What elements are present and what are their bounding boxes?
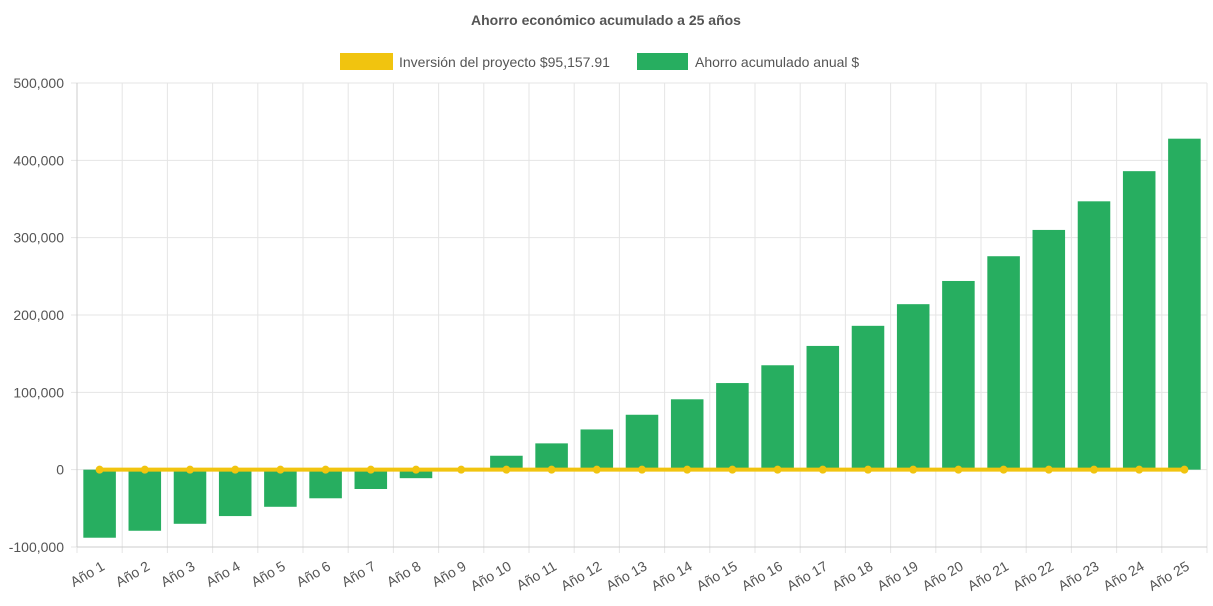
x-tick-label: Año 12 — [558, 558, 605, 594]
bar-15[interactable] — [716, 383, 749, 470]
x-tick-label: Año 8 — [384, 558, 424, 590]
bar-23[interactable] — [1077, 201, 1111, 470]
bar-21[interactable] — [987, 256, 1020, 470]
x-axis: Año 1 Año 2 Año 3 Año 4 Año 5 Año 6 Año 7 Año 8… — [67, 558, 1192, 594]
bar-series — [83, 138, 1201, 538]
bar-25[interactable] — [1168, 138, 1201, 470]
investment-point-11[interactable] — [547, 465, 556, 474]
bar-11[interactable] — [535, 443, 568, 470]
investment-point-19[interactable] — [909, 465, 918, 474]
x-tick-label: Año 24 — [1100, 558, 1147, 594]
x-tick-label: Año 13 — [603, 558, 650, 594]
bar-14[interactable] — [670, 399, 704, 470]
bar-6[interactable] — [309, 469, 342, 499]
bar-16[interactable] — [761, 365, 794, 470]
x-tick-label: Año 15 — [693, 558, 740, 594]
y-tick-label: 0 — [56, 462, 64, 478]
x-tick-label: Año 23 — [1055, 558, 1102, 594]
investment-point-22[interactable] — [1044, 465, 1053, 474]
investment-point-14[interactable] — [683, 465, 692, 474]
x-tick-label: Año 19 — [874, 558, 921, 594]
investment-point-2[interactable] — [140, 465, 149, 474]
bar-22[interactable] — [1032, 229, 1066, 470]
y-axis: -100,000 0 100,000 200,000 300,000 400,000 500… — [9, 75, 64, 555]
line-series — [95, 465, 1189, 474]
bar-5[interactable] — [264, 469, 297, 507]
investment-point-9[interactable] — [457, 465, 466, 474]
investment-point-23[interactable] — [1090, 465, 1098, 474]
bar-18[interactable] — [851, 325, 885, 470]
investment-point-17[interactable] — [818, 465, 827, 474]
x-tick-label: Año 14 — [648, 558, 695, 594]
legend: Inversión del proyecto $95,157.91 Ahorro… — [340, 53, 859, 70]
x-tick-label: Año 1 — [67, 558, 107, 590]
legend-swatch-investment[interactable] — [340, 53, 393, 70]
y-tick-label: 300,000 — [13, 230, 64, 246]
y-tick-label: -100,000 — [9, 539, 64, 555]
investment-point-5[interactable] — [276, 465, 285, 474]
y-tick-label: 200,000 — [13, 307, 64, 323]
x-tick-label: Año 9 — [429, 558, 469, 590]
y-tick-label: 400,000 — [13, 152, 64, 168]
bar-12[interactable] — [580, 429, 614, 470]
investment-point-1[interactable] — [95, 465, 104, 474]
investment-point-10[interactable] — [502, 465, 511, 474]
grid — [71, 82, 1208, 553]
x-tick-label: Año 22 — [1010, 558, 1057, 594]
legend-swatch-savings[interactable] — [637, 53, 688, 70]
x-tick-label: Año 5 — [248, 558, 288, 590]
x-tick-label: Año 16 — [739, 558, 786, 594]
x-tick-label: Año 2 — [113, 558, 153, 590]
investment-point-21[interactable] — [999, 465, 1008, 474]
bar-17[interactable] — [806, 345, 840, 470]
bar-1[interactable] — [83, 469, 116, 538]
legend-label-investment[interactable]: Inversión del proyecto $95,157.91 — [399, 54, 610, 70]
legend-label-savings[interactable]: Ahorro acumulado anual $ — [695, 54, 859, 70]
x-tick-label: Año 6 — [293, 558, 333, 590]
investment-point-4[interactable] — [231, 465, 240, 474]
investment-point-3[interactable] — [186, 465, 194, 474]
bar-3[interactable] — [173, 469, 207, 524]
x-tick-label: Año 21 — [965, 558, 1012, 594]
x-tick-label: Año 7 — [339, 558, 379, 590]
investment-point-20[interactable] — [954, 465, 963, 474]
investment-point-18[interactable] — [864, 465, 872, 474]
bar-24[interactable] — [1122, 171, 1156, 470]
x-tick-label: Año 4 — [203, 558, 243, 590]
x-tick-label: Año 20 — [919, 558, 966, 594]
bar-4[interactable] — [218, 469, 252, 517]
bar-13[interactable] — [625, 414, 659, 470]
bar-2[interactable] — [128, 469, 162, 531]
investment-point-6[interactable] — [321, 465, 330, 474]
x-tick-label: Año 17 — [784, 558, 831, 594]
investment-point-16[interactable] — [773, 465, 782, 474]
bar-7[interactable] — [354, 469, 388, 489]
bar-19[interactable] — [896, 304, 930, 470]
y-tick-label: 100,000 — [13, 384, 64, 400]
bar-8[interactable] — [399, 469, 433, 479]
chart-title: Ahorro económico acumulado a 25 años — [471, 12, 741, 28]
x-tick-label: Año 10 — [467, 558, 514, 594]
bar-10[interactable] — [490, 455, 523, 470]
y-tick-label: 500,000 — [13, 75, 64, 91]
x-tick-label: Año 3 — [158, 558, 198, 590]
investment-point-12[interactable] — [592, 465, 601, 474]
x-tick-label: Año 25 — [1145, 558, 1192, 594]
investment-point-25[interactable] — [1180, 465, 1189, 474]
investment-point-24[interactable] — [1135, 465, 1144, 474]
investment-point-7[interactable] — [366, 465, 375, 474]
investment-point-8[interactable] — [412, 465, 420, 474]
x-tick-label: Año 11 — [514, 558, 560, 594]
investment-point-15[interactable] — [728, 465, 737, 474]
investment-point-13[interactable] — [638, 465, 646, 474]
bar-20[interactable] — [942, 280, 975, 470]
x-tick-label: Año 18 — [829, 558, 876, 594]
